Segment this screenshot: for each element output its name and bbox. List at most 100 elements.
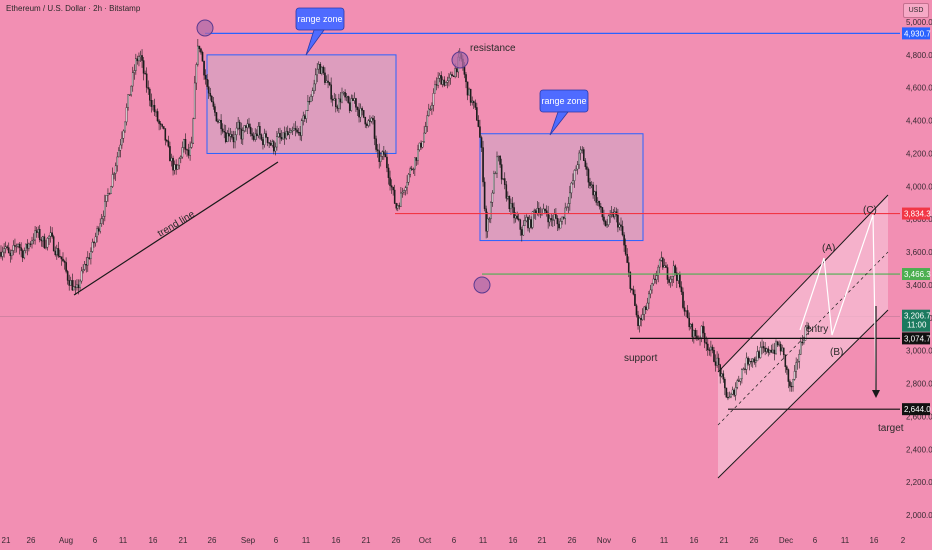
candle-body <box>693 330 695 338</box>
candle-body <box>68 280 70 286</box>
bubble-label: range zone <box>297 14 342 24</box>
candle-body <box>426 115 429 127</box>
x-tick-label: 21 <box>362 536 371 545</box>
candle-body <box>221 128 224 132</box>
level-tag-2644 <box>902 403 930 416</box>
wave-projection-path <box>799 214 877 391</box>
candle-body <box>313 83 315 91</box>
trend-line[interactable] <box>73 161 279 296</box>
candle-body <box>508 195 511 210</box>
candle-body <box>20 247 22 251</box>
candle-body <box>79 280 81 289</box>
candle-body <box>97 228 100 232</box>
candle-body <box>395 203 398 209</box>
candle-body <box>621 226 624 236</box>
candle-body <box>166 140 168 142</box>
candle-body <box>669 278 672 283</box>
chart-title: Ethereum / U.S. Dollar · 2h · Bitstamp <box>6 4 141 13</box>
candle-body <box>635 305 638 316</box>
level-tag-3834 <box>902 207 930 220</box>
candle-body <box>795 362 797 372</box>
candle-body <box>260 134 263 140</box>
candle-body <box>197 45 199 65</box>
entry-label: entry <box>806 324 828 335</box>
candle-body <box>679 274 681 288</box>
channel-lower-line[interactable] <box>717 309 889 479</box>
pivot-circle-marker[interactable] <box>473 276 491 294</box>
candle-body <box>288 132 291 135</box>
candle-body <box>280 137 283 140</box>
y-tick-label: 5,000.0 <box>906 18 932 27</box>
candle-body <box>435 84 438 86</box>
channel-upper-line[interactable] <box>717 194 889 373</box>
range-zone-bubble-1[interactable]: range zone <box>295 7 345 56</box>
x-tick-label: 11 <box>302 536 311 545</box>
candle-body <box>694 330 697 337</box>
candle-body <box>463 66 466 75</box>
candle-body <box>122 130 125 139</box>
candle-body <box>786 366 788 370</box>
candle-body <box>389 177 391 186</box>
candle-body <box>561 216 563 222</box>
candle-body <box>226 133 229 143</box>
candle-body <box>0 251 2 257</box>
range-zone-box-2[interactable] <box>479 133 644 242</box>
candle-body <box>454 68 456 77</box>
candle-body <box>206 79 208 87</box>
pivot-circle-marker[interactable] <box>196 19 214 37</box>
x-tick-label: Nov <box>597 536 611 545</box>
level-tag-4930 <box>902 27 930 40</box>
candle-body <box>471 100 474 103</box>
candle-body <box>658 260 661 268</box>
candle-body <box>257 126 260 137</box>
target-arrow-head <box>872 390 880 398</box>
range-zone-bubble-2[interactable]: range zone <box>539 89 589 136</box>
candle-body <box>657 266 659 276</box>
candle-body <box>328 82 331 86</box>
pivot-circle-marker[interactable] <box>451 51 469 69</box>
candle-body <box>80 270 83 282</box>
level-tag-label: 4,930.7 <box>904 29 931 38</box>
candle-body <box>347 96 350 103</box>
y-tick-label: 4,000.0 <box>906 182 932 191</box>
candle-body <box>83 263 86 270</box>
bubble-tail <box>549 111 569 136</box>
wave-c-label: (C) <box>863 205 877 216</box>
candle-body <box>626 253 628 263</box>
x-tick-label: 11 <box>479 536 488 545</box>
candle-body <box>803 340 805 344</box>
candle-body <box>86 257 89 266</box>
y-tick-label: 2,800.0 <box>906 380 932 389</box>
candle-body <box>671 275 673 280</box>
range-zone-box-1[interactable] <box>206 54 397 154</box>
candle-body <box>130 85 133 96</box>
candle-body <box>359 108 362 118</box>
candle-body <box>420 142 422 148</box>
candle-body <box>711 346 714 351</box>
candle-body <box>209 92 212 97</box>
candle-body <box>398 205 401 207</box>
x-tick-label: 6 <box>813 536 818 545</box>
candle-body <box>96 228 98 238</box>
candle-body <box>161 124 164 127</box>
candle-body <box>173 164 176 171</box>
candle-body <box>136 58 139 62</box>
candle-body <box>139 55 142 57</box>
candle-body <box>486 218 489 232</box>
candle-body <box>480 137 483 148</box>
candle-body <box>421 141 424 148</box>
candle-body <box>291 130 294 132</box>
candle-body <box>528 219 531 229</box>
candle-body <box>223 131 226 133</box>
candle-body <box>302 115 305 121</box>
currency-button[interactable]: USD <box>903 3 929 18</box>
candle-body <box>321 66 323 74</box>
candle-body <box>778 343 780 346</box>
candle-body <box>370 117 373 122</box>
candle-body <box>229 134 232 137</box>
candle-body <box>663 265 666 268</box>
candle-body <box>524 220 526 226</box>
candle-body <box>1 251 4 257</box>
candle-body <box>438 75 441 79</box>
